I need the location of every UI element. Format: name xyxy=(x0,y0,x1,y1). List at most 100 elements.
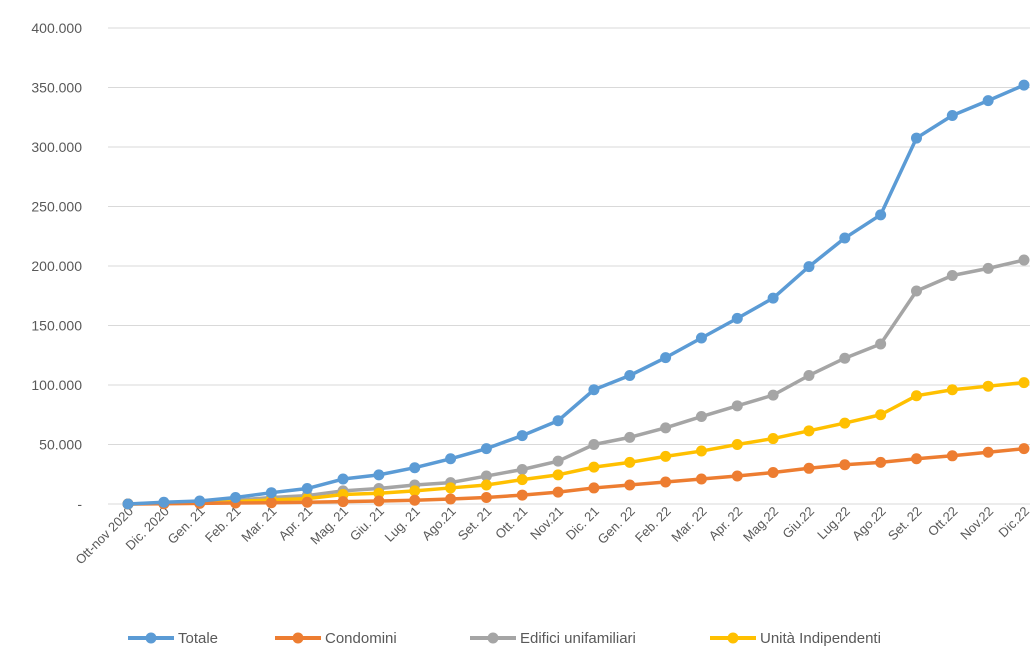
data-point xyxy=(552,415,564,427)
data-point xyxy=(373,469,385,481)
data-point xyxy=(480,491,492,503)
x-tick-label: Ott. 21 xyxy=(492,504,530,542)
x-tick-label: Ago.21 xyxy=(419,504,459,544)
data-point xyxy=(265,497,277,509)
legend-item: Condomini xyxy=(275,630,397,647)
data-point xyxy=(516,463,528,475)
x-tick-label: Ott-nov 2020 xyxy=(72,504,136,568)
x-tick-label: Feb. 22 xyxy=(632,504,674,546)
y-tick-label: 200.000 xyxy=(31,258,82,274)
data-point xyxy=(982,95,994,107)
data-point xyxy=(445,482,457,494)
data-point xyxy=(194,495,206,507)
data-point xyxy=(265,487,277,499)
data-point xyxy=(731,439,743,450)
y-axis-tick-labels: - 50.000 100.000 150.000 200.000 250.000 300.0… xyxy=(31,20,82,512)
x-tick-label: Giu.22 xyxy=(779,504,817,542)
data-point xyxy=(803,261,815,273)
data-point xyxy=(875,338,887,350)
legend-label: Unità Indipendenti xyxy=(760,630,881,647)
data-point xyxy=(409,485,421,497)
data-point xyxy=(875,409,887,421)
data-point xyxy=(337,473,349,485)
data-point xyxy=(803,425,815,437)
data-point xyxy=(731,470,743,482)
x-tick-label: Mag.22 xyxy=(740,504,781,545)
x-tick-label: Ago.22 xyxy=(849,504,889,544)
legend-label: Totale xyxy=(178,630,218,647)
x-tick-label: Nov.21 xyxy=(527,504,566,543)
data-point xyxy=(875,209,887,221)
x-tick-label: Mag. 21 xyxy=(307,504,351,548)
data-point xyxy=(803,369,815,381)
data-point xyxy=(695,473,707,485)
data-point xyxy=(946,384,958,396)
data-point xyxy=(373,495,385,507)
data-point xyxy=(516,430,528,442)
x-tick-label: Set. 22 xyxy=(885,504,925,544)
x-tick-label: Mar. 22 xyxy=(668,504,709,545)
data-point xyxy=(445,493,457,505)
data-point xyxy=(480,479,492,491)
data-point xyxy=(480,470,492,482)
x-tick-label: Gen. 21 xyxy=(164,504,207,547)
data-point xyxy=(588,384,600,396)
data-point xyxy=(660,450,672,462)
legend-item: Totale xyxy=(128,630,218,647)
y-tick-label: 50.000 xyxy=(39,437,82,453)
data-point xyxy=(767,466,779,478)
legend: Totale Condomini Edifici unifamiliari Unità… xyxy=(128,630,881,647)
data-point xyxy=(660,352,672,364)
legend-marker-swatch xyxy=(727,632,739,644)
data-point xyxy=(624,369,636,381)
legend-marker-swatch xyxy=(145,632,157,644)
data-point xyxy=(624,479,636,491)
data-point xyxy=(445,453,457,465)
x-tick-label: Dic.22 xyxy=(995,504,1032,541)
y-tick-label: - xyxy=(77,496,82,512)
legend-label: Edifici unifamiliari xyxy=(520,630,636,647)
data-point xyxy=(230,491,242,503)
data-point xyxy=(301,483,313,495)
x-tick-label: Set. 21 xyxy=(455,504,495,544)
data-point xyxy=(158,496,170,508)
data-point xyxy=(982,262,994,274)
data-point xyxy=(982,446,994,458)
data-point xyxy=(552,486,564,498)
series-line xyxy=(126,258,1026,506)
data-point xyxy=(946,450,958,462)
y-tick-label: 150.000 xyxy=(31,318,82,334)
x-tick-label: Lug. 21 xyxy=(382,504,423,545)
data-point xyxy=(1018,443,1030,455)
data-point xyxy=(946,270,958,282)
x-tick-label: Mar. 21 xyxy=(238,504,279,545)
x-tick-label: Gen. 22 xyxy=(595,504,638,547)
data-point xyxy=(910,453,922,465)
legend-marker-swatch xyxy=(487,632,499,644)
data-point xyxy=(301,496,313,508)
data-point xyxy=(1018,377,1030,389)
data-point xyxy=(552,455,564,467)
data-point xyxy=(660,422,672,434)
data-point xyxy=(588,482,600,494)
data-point xyxy=(695,332,707,344)
data-point xyxy=(767,389,779,401)
data-point xyxy=(731,400,743,412)
data-point xyxy=(839,352,851,364)
x-tick-label: Ott.22 xyxy=(925,504,961,540)
y-tick-label: 400.000 xyxy=(31,20,82,36)
data-point xyxy=(767,433,779,445)
series-line xyxy=(126,446,1026,506)
data-point xyxy=(731,312,743,324)
data-point xyxy=(409,462,421,474)
data-point xyxy=(695,411,707,423)
data-point xyxy=(695,445,707,457)
series-totale xyxy=(122,79,1030,510)
y-tick-label: 250.000 xyxy=(31,199,82,215)
data-point xyxy=(910,285,922,297)
data-point xyxy=(839,417,851,429)
legend-marker-swatch xyxy=(292,632,304,644)
